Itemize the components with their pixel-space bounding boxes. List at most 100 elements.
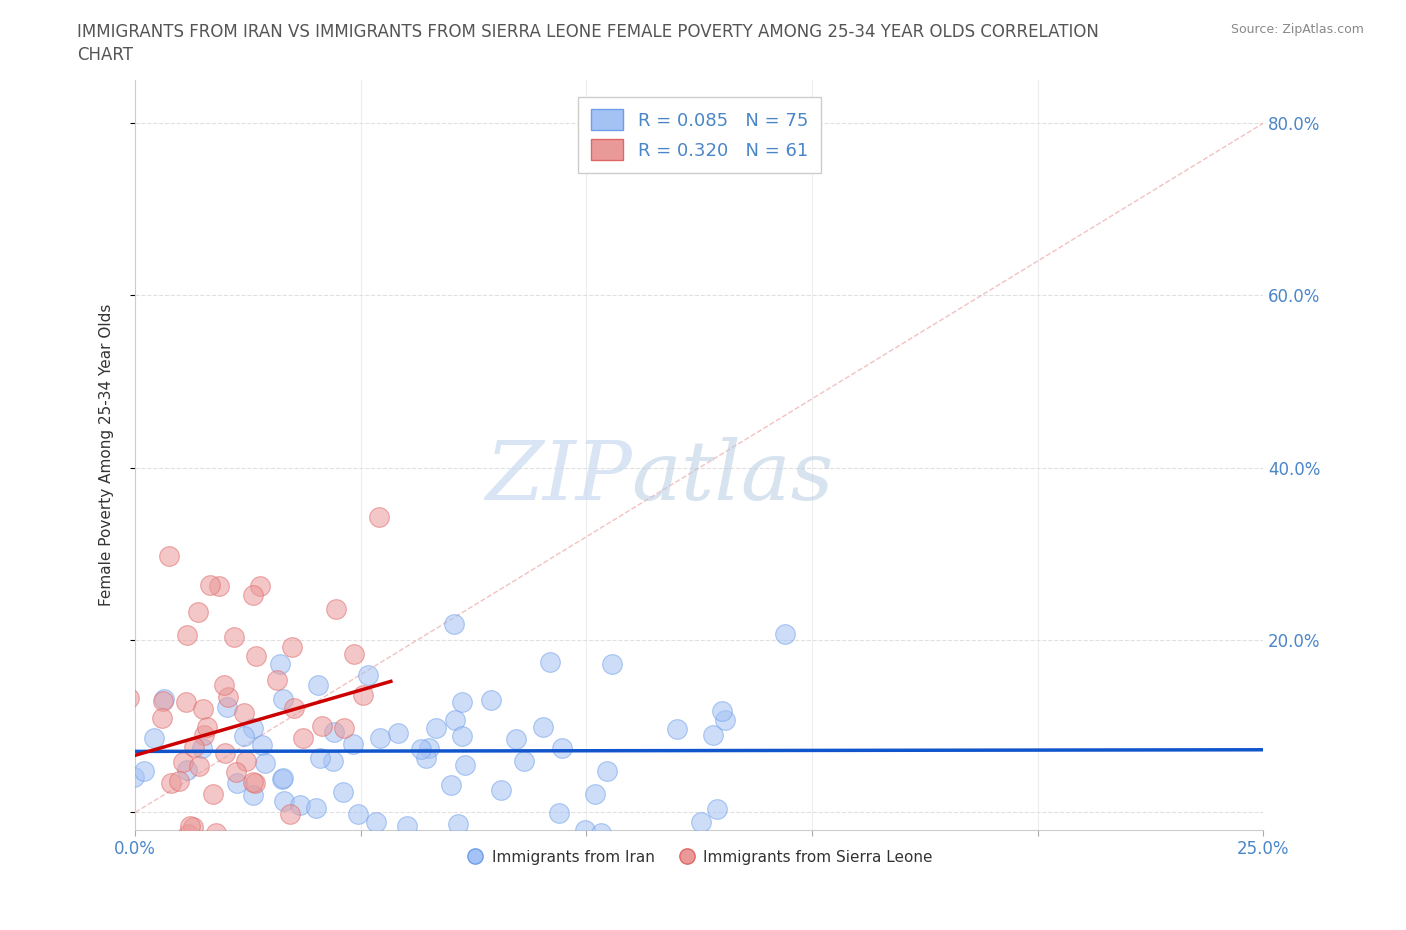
Point <box>489 783 512 798</box>
Point <box>232 729 254 744</box>
Point <box>176 695 198 710</box>
Point <box>193 702 215 717</box>
Point <box>56 799 79 814</box>
Point <box>75 658 97 673</box>
Point <box>79 812 101 827</box>
Point <box>122 769 145 784</box>
Point <box>100 746 122 761</box>
Point <box>242 587 264 602</box>
Point <box>217 690 239 705</box>
Point <box>233 706 256 721</box>
Text: atlas: atlas <box>631 437 834 517</box>
Point <box>39 664 62 679</box>
Point <box>160 776 183 790</box>
Point <box>214 745 236 760</box>
Point <box>447 817 470 831</box>
Point <box>305 801 328 816</box>
Point <box>177 827 200 842</box>
Point <box>418 741 440 756</box>
Point <box>143 731 166 746</box>
Point <box>281 640 304 655</box>
Point <box>574 822 596 837</box>
Legend: Immigrants from Iran, Immigrants from Sierra Leone: Immigrants from Iran, Immigrants from Si… <box>460 844 939 870</box>
Point <box>222 630 245 644</box>
Point <box>96 719 118 734</box>
Point <box>323 724 346 739</box>
Point <box>181 819 204 834</box>
Point <box>235 753 257 768</box>
Point <box>176 763 198 777</box>
Point <box>242 775 264 790</box>
Point <box>307 678 329 693</box>
Point <box>254 756 277 771</box>
Point <box>225 764 247 779</box>
Point <box>179 818 201 833</box>
Point <box>309 751 332 765</box>
Point <box>589 825 612 840</box>
Point <box>479 692 502 707</box>
Point <box>325 602 347 617</box>
Point <box>172 755 194 770</box>
Text: Source: ZipAtlas.com: Source: ZipAtlas.com <box>1230 23 1364 36</box>
Point <box>689 815 711 830</box>
Point <box>596 764 619 778</box>
Point <box>342 737 364 751</box>
Point <box>250 737 273 752</box>
Point <box>333 721 356 736</box>
Point <box>531 720 554 735</box>
Point <box>108 853 131 868</box>
Point <box>86 789 108 804</box>
Point <box>246 844 269 859</box>
Point <box>328 852 350 867</box>
Point <box>266 672 288 687</box>
Point <box>148 835 170 850</box>
Point <box>242 721 264 736</box>
Point <box>271 691 294 706</box>
Point <box>706 802 728 817</box>
Point <box>512 754 534 769</box>
Point <box>711 704 734 719</box>
Point <box>583 787 606 802</box>
Point <box>322 753 344 768</box>
Point <box>205 826 228 841</box>
Point <box>0 716 13 731</box>
Point <box>505 732 527 747</box>
Point <box>415 751 437 765</box>
Point <box>52 705 75 720</box>
Point <box>440 778 463 793</box>
Point <box>443 617 465 631</box>
Point <box>367 510 389 525</box>
Point <box>278 807 301 822</box>
Text: CHART: CHART <box>77 46 134 64</box>
Point <box>195 719 218 734</box>
Point <box>198 578 221 592</box>
Point <box>311 718 333 733</box>
Point <box>183 739 205 754</box>
Point <box>773 626 796 641</box>
Point <box>347 806 370 821</box>
Text: ZIP: ZIP <box>485 437 631 517</box>
Point <box>153 691 176 706</box>
Point <box>224 835 246 850</box>
Point <box>84 609 107 624</box>
Point <box>243 776 266 790</box>
Point <box>322 852 344 867</box>
Point <box>396 818 419 833</box>
Point <box>550 740 572 755</box>
Point <box>450 695 472 710</box>
Point <box>288 797 311 812</box>
Point <box>202 786 225 801</box>
Point <box>454 758 477 773</box>
Point <box>666 721 689 736</box>
Point <box>212 678 235 693</box>
Point <box>157 549 180 564</box>
Point <box>118 690 141 705</box>
Point <box>444 712 467 727</box>
Point <box>283 700 305 715</box>
Point <box>187 604 209 619</box>
Point <box>370 731 392 746</box>
Point <box>167 774 190 789</box>
Point <box>217 699 239 714</box>
Point <box>100 803 122 817</box>
Point <box>187 758 209 773</box>
